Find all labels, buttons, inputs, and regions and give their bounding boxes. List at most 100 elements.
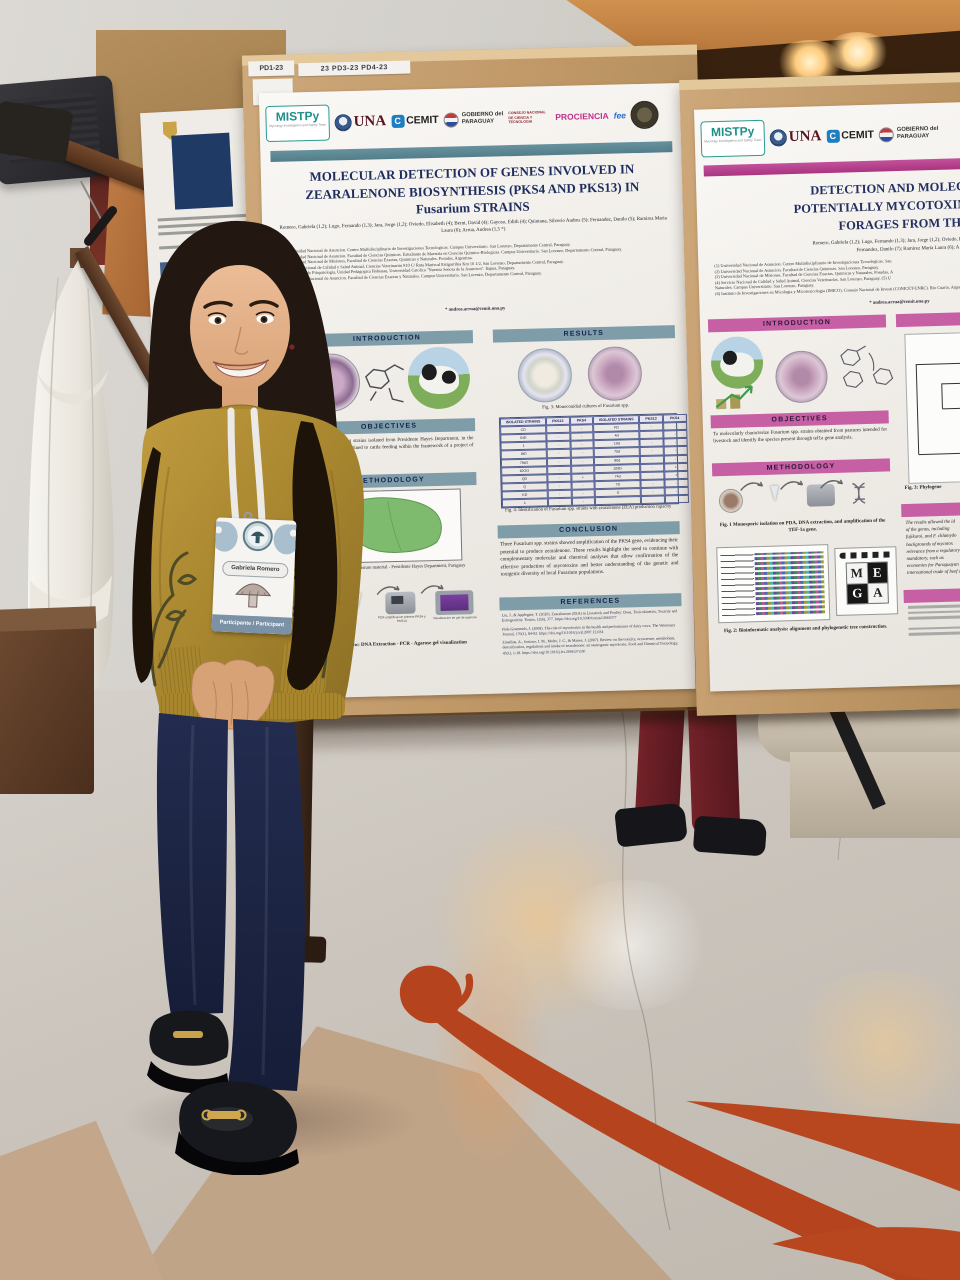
cemit-logo: C CEMIT [390,113,439,128]
section-results: RESULTS [492,325,676,343]
gobierno-logo-text: GOBIERNO del PARAGUAY [897,126,939,140]
umbrella-mount [0,100,74,164]
badge-card: Gabriela Romero Participante / Participa… [211,517,297,635]
lanyard-strap [250,407,266,527]
cow-photo-circle [407,346,471,410]
person-upper-lip [212,359,270,367]
petri-dish-photo [774,350,829,404]
floor-light-reflection [780,970,960,1120]
floor-light-reflection [545,880,715,1010]
una-logo-text: UNA [788,127,822,145]
lanyard-strap [227,407,240,527]
pants-leg-front [227,719,305,1091]
finger-lines [212,680,249,726]
dna-icon [852,482,866,505]
text-line: Fink-Gremmels, J. (2008). The role of my… [502,622,676,637]
cow-photo-circle [710,335,764,390]
cemit-icon: C [390,114,405,128]
fig3-caption: Fig. 3: Monoconidial cultures of Fusariu… [542,402,630,410]
red-motif-stem [436,1007,960,1280]
hair-side-right [283,287,295,411]
mistpy-logo-subtext: Mycology Investigation and Safety Team [269,122,327,129]
mistpy-logo-subtext: Mycology Investigation and Safety Team [704,137,762,144]
fusarium-culture-photo [587,345,643,402]
mega-letter: E [867,562,888,583]
umbrella-ruffle [37,370,108,404]
person-eyebrows [203,300,279,309]
poster-board-right: MISTPy Mycology Investigation and Safety… [679,72,960,716]
prociencia-logo-text: PROCIENCIA [555,110,609,123]
person-pupil [216,319,220,322]
event-logo-icon [242,520,274,552]
earring [289,344,295,350]
alignment-screenshot [716,544,831,624]
person-pupil [262,318,266,321]
una-logo: UNA [334,113,386,131]
bystander-shoe [614,802,688,848]
badge-role: Participante / Participant [211,614,293,635]
section-references: REFERENCES [499,593,682,611]
poster2-email: * andrea.arrua@cemit.una.py [869,299,930,306]
mistpy-logo: MISTPy Mycology Investigation and Safety… [265,104,331,143]
conclusion-text: Three Fusarium spp. strains showed ampli… [499,537,679,578]
poster2-affiliations: (1) Universidad Nacional de Asuncion. Ce… [714,252,960,296]
gobierno-logo-text: GOBIERNO del PARAGUAY [462,112,504,126]
section-bar [901,498,960,518]
gobierno-logo: GOBIERNO del PARAGUAY [443,111,504,128]
poster1-logo-row: MISTPy Mycology Investigation and Safety… [265,93,678,145]
gobierno-shield-icon [443,111,459,128]
section-conclusion: CONCLUSION [497,521,680,539]
hair-strand-right [287,421,338,691]
cemit-icon: C [826,129,840,143]
shoe-horsebit [173,1031,203,1038]
section-bar [903,584,960,604]
thermocycler-screen [391,595,404,605]
ceiling-light [825,32,891,72]
zearalenone-molecule-diagram [365,364,405,403]
cemit-logo-text: CEMIT [405,113,439,127]
badge-name: Gabriela Romero [221,560,289,579]
phylogenetic-tree-figure [904,328,960,484]
gobierno-line2: PARAGUAY [461,118,495,126]
sweater-arm-creases [158,466,342,608]
text-line: Zinedine, A., Soriano, J. M., Molto, J. … [502,636,679,656]
badge-decoration [272,523,297,555]
workflow-figure [714,474,889,519]
gobierno-line2: PARAGUAY [896,133,930,141]
badge-dot [214,526,223,534]
alignment-sequence-bars [754,551,825,616]
attendee-badge: Gabriela Romero Participante / Participa… [211,517,297,635]
cow-spot [723,350,738,366]
person-nose [234,326,249,355]
cemit-logo-text: CEMIT [841,128,875,142]
cemit-logo: C CEMIT [826,128,875,143]
growth-arrow-icon [715,385,753,410]
badge-dot [289,529,297,537]
leaf-embroidery-left [150,551,198,687]
person-eyelids [207,311,275,318]
phylogenetic-tree [915,362,960,456]
poster2-logo-row: MISTPy Mycology Investigation and Safety… [700,109,960,160]
badge-decoration [211,521,239,553]
shoe-horsebit [207,1111,241,1119]
zea-strain-table: ISOLATED STRAINS PKS13 PKS4 ISOLATED STRAIN… [498,413,689,509]
gobierno-shield-icon [878,126,895,143]
agarose-gel [439,594,470,611]
horsebit-ring [201,1109,213,1121]
horsebit-ring [235,1109,247,1121]
section-methodology: METHODOLOGY [711,458,891,477]
fig1-caption: Fig. 1 Monosporic isolation on PDA, DNA … [719,518,886,533]
pants-creases [189,724,269,1076]
fig2-caption: Fig. 2: Bioinformatic analysis: alignmen… [723,624,888,635]
hair-side-left [184,285,197,411]
poster1-title: MOLECULAR DETECTION OF GENES INVOLVED IN… [305,161,640,217]
floor-red-motif [399,699,960,1280]
badge-mushroom-drawing [235,583,272,608]
poster-fusarium-forages: MISTPy Mycology Investigation and Safety… [694,98,960,692]
workflow-arrows [740,479,844,492]
person-hairline [193,240,288,307]
objectives-text: To molecularly characterize Fusarium spp… [713,427,888,445]
una-logo: UNA [769,127,822,147]
red-motif-blade [686,1101,960,1192]
